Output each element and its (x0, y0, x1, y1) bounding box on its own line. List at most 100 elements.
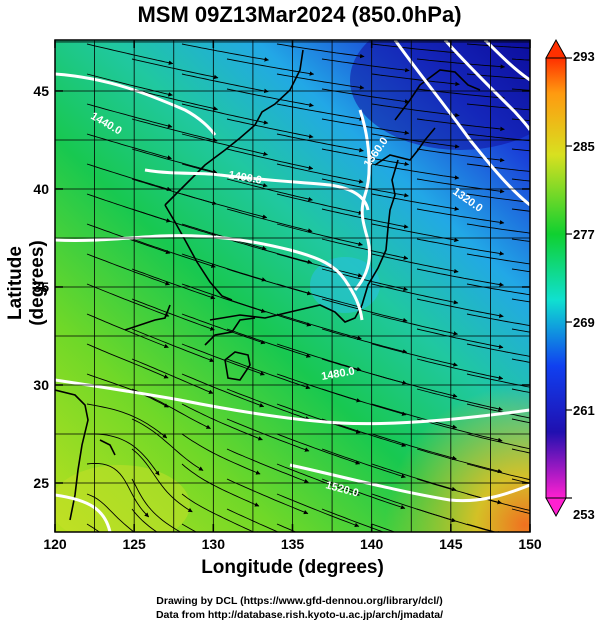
lat-lon-grid (55, 40, 530, 532)
wind-streamline (511, 448, 530, 454)
wind-streamline (511, 508, 530, 514)
wind-streamline (466, 193, 530, 203)
wind-streamline (321, 508, 385, 532)
wind-streamline (226, 478, 309, 515)
wind-streamline (321, 298, 408, 323)
wind-streamline (86, 313, 169, 349)
wind-streamline (226, 88, 314, 108)
wind-streamline (131, 478, 182, 532)
wind-streamline (371, 403, 458, 429)
wind-streamline (226, 178, 313, 202)
wind-streamline (86, 283, 170, 317)
wind-streamline (466, 433, 530, 450)
y-axis-label: Latitude (degrees) (5, 240, 48, 326)
wind-streamline (466, 463, 530, 481)
wind-streamline (562, 284, 599, 294)
wind-streamline (371, 313, 459, 336)
wind-streamline (511, 58, 530, 61)
wind-streamline (371, 343, 458, 367)
wind-streamline (321, 238, 409, 260)
wind-streamline (416, 448, 503, 474)
wind-streamline (276, 433, 361, 465)
wind-streamline (416, 268, 504, 287)
wind-streamline (131, 88, 219, 111)
wind-streamline (371, 193, 460, 211)
y-tick-label: 35 (33, 279, 49, 295)
contour-label: 1400.0 (227, 169, 262, 187)
wind-streamline (276, 313, 362, 340)
coastlines (55, 49, 481, 521)
credit-drawing: Drawing by DCL (https://www.gfd-dennou.o… (156, 595, 443, 607)
y-tick-label: 25 (33, 475, 49, 491)
wind-streamline (562, 374, 599, 386)
wind-streamline (371, 523, 396, 532)
colorbar-tick-label: 269 (573, 315, 595, 330)
wind-streamline (371, 133, 460, 149)
colorbar-tick-label: 293 (573, 49, 595, 64)
wind-streamline (371, 103, 460, 118)
wind-streamline (131, 328, 215, 362)
wind-streamline (416, 208, 505, 225)
wind-streamline (562, 434, 599, 448)
x-axis-label: Longitude (degrees) (201, 557, 384, 578)
wind-streamline (466, 253, 530, 265)
wind-streamline (416, 508, 502, 532)
wind-streamline (86, 253, 170, 286)
wind-streamline (321, 328, 408, 354)
wind-streamline (416, 358, 504, 380)
wind-streamline (562, 44, 599, 46)
wind-streamline (511, 178, 530, 182)
wind-streamline (511, 328, 530, 333)
wind-streamline (562, 134, 599, 139)
wind-streamline (511, 238, 530, 242)
y-axis-ticks: 25 30 35 40 45 (33, 83, 530, 491)
wind-streamline (562, 164, 599, 170)
wind-streamline (87, 433, 160, 476)
wind-streamline (321, 88, 410, 104)
colorbar-tick-label: 261 (573, 403, 595, 418)
wind-streamline (86, 73, 173, 97)
y-tick-label: 30 (33, 377, 49, 393)
wind-streamline (131, 508, 158, 532)
wind-streamline (226, 298, 312, 327)
wind-streamline (321, 448, 406, 479)
wind-streamline (511, 298, 530, 303)
wind-streamline (86, 343, 169, 379)
wind-streamline (466, 163, 530, 172)
wind-streamline (562, 344, 599, 355)
wind-streamline (276, 103, 365, 122)
wind-streamline (276, 253, 363, 278)
wind-streamline (321, 58, 410, 73)
wind-streamline (276, 223, 363, 247)
wind-streamline (416, 238, 505, 256)
x-tick-label: 125 (122, 536, 146, 552)
wind-streamline (131, 358, 214, 394)
wind-streamline (321, 478, 406, 510)
wind-streamline (416, 328, 504, 349)
wind-streamline (371, 283, 459, 305)
wind-streamline (181, 493, 261, 532)
colorbar-tick-label: 277 (573, 227, 595, 242)
wind-streamline (131, 118, 218, 143)
wind-streamline (276, 523, 297, 532)
x-tick-label: 120 (43, 536, 67, 552)
wind-streamline (562, 194, 599, 201)
wind-streamline (86, 133, 172, 160)
wind-streamline (371, 373, 458, 398)
wind-streamline (511, 418, 530, 424)
wind-streamline (276, 463, 360, 496)
wind-streamline (181, 103, 269, 125)
wind-streamline (181, 313, 266, 345)
wind-streamline (86, 373, 169, 408)
wind-streamline (86, 463, 150, 518)
wind-streamline (276, 133, 364, 153)
y-tick-label: 40 (33, 181, 49, 197)
credit-data-source: Data from http://database.rish.kyoto-u.a… (155, 609, 444, 621)
wind-streamline (371, 463, 457, 492)
wind-streamline (511, 388, 530, 394)
wind-streamline (321, 268, 408, 292)
wind-streamline (466, 343, 530, 357)
colorbar: 293 285 277 269 261 253 (545, 38, 595, 522)
wind-streamline (131, 58, 219, 80)
wind-streamline (86, 403, 168, 439)
